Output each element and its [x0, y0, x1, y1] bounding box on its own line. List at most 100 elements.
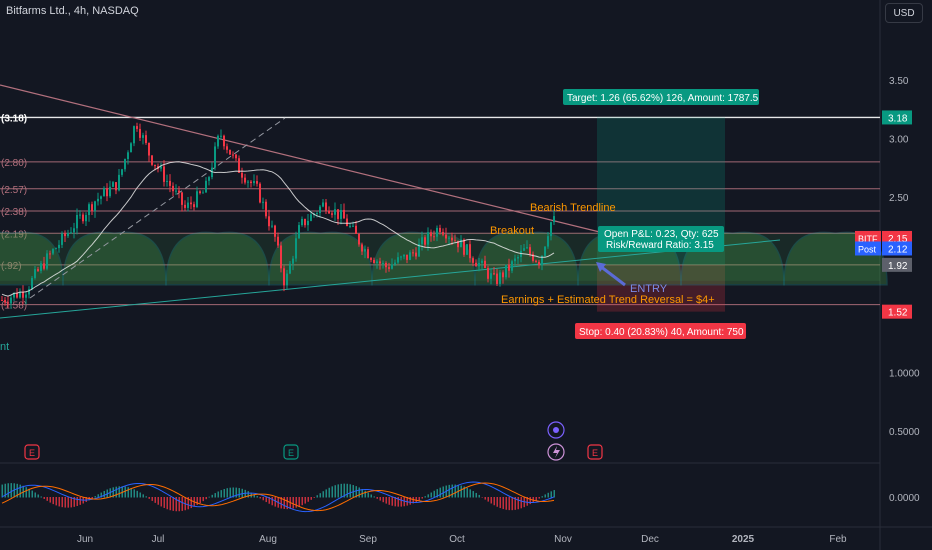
- macd-histogram-bar: [526, 497, 528, 506]
- candle-body: [244, 177, 246, 183]
- macd-histogram-bar: [7, 483, 9, 498]
- currency-button[interactable]: USD: [885, 3, 923, 23]
- candle-body: [334, 209, 336, 215]
- candle-body: [85, 215, 87, 222]
- macd-histogram-bar: [295, 497, 297, 508]
- macd-histogram-bar: [340, 483, 342, 498]
- macd-histogram-bar: [358, 487, 360, 498]
- macd-histogram-bar: [322, 491, 324, 498]
- candle-body: [424, 237, 426, 245]
- candle-body: [463, 239, 465, 255]
- candle-body: [307, 220, 309, 226]
- macd-histogram-bar: [544, 494, 546, 498]
- time-axis-tick: Jun: [77, 534, 93, 545]
- price-axis-tick: 1.0000: [889, 369, 920, 380]
- candle-body: [346, 218, 348, 226]
- candle-body: [340, 209, 342, 219]
- price-tag-value: 2.15: [888, 234, 908, 245]
- candle-body: [472, 258, 474, 263]
- candle-body: [373, 259, 375, 263]
- lightning-icon: [553, 446, 560, 458]
- candle-body: [187, 202, 189, 208]
- macd-histogram-bar: [505, 497, 507, 510]
- candle-body: [457, 240, 459, 248]
- macd-histogram-bar: [85, 497, 87, 502]
- arch-shape: [268, 231, 373, 286]
- macd-histogram-bar: [103, 490, 105, 498]
- candle-body: [466, 244, 468, 255]
- macd-histogram-bar: [514, 497, 516, 510]
- macd-histogram-bar: [472, 491, 474, 498]
- price-axis-tick: 0.5000: [889, 427, 920, 438]
- candle-body: [73, 228, 75, 233]
- macd-histogram-bar: [34, 492, 36, 498]
- earnings-marker-box: [587, 444, 603, 460]
- macd-histogram-bar: [328, 487, 330, 498]
- macd-histogram-bar: [265, 497, 267, 503]
- macd-histogram-bar: [385, 497, 387, 504]
- candle-body: [415, 252, 417, 257]
- price-tag-value: 3.18: [888, 113, 908, 124]
- candle-body: [58, 244, 60, 249]
- macd-histogram-bar: [502, 497, 504, 510]
- candle-body: [442, 231, 444, 235]
- arch-shape: [371, 231, 476, 286]
- macd-histogram-bar: [73, 497, 75, 507]
- macd-histogram-bar: [118, 486, 120, 498]
- price-tag-box: [882, 230, 912, 245]
- candle-body: [61, 233, 63, 245]
- macd-histogram-bar: [130, 488, 132, 498]
- candle-body: [124, 159, 126, 170]
- macd-histogram-bar: [382, 497, 384, 503]
- candle-body: [322, 202, 324, 207]
- candle-body: [502, 272, 504, 278]
- price-tag-box: [855, 241, 881, 256]
- candle-body: [388, 267, 390, 269]
- candle-body: [460, 239, 462, 248]
- macd-histogram-bar: [46, 497, 48, 501]
- rr-label: Risk/Reward Ratio: 3.15: [606, 240, 714, 251]
- macd-histogram-bar: [148, 497, 150, 499]
- candle-body: [19, 291, 21, 298]
- candle-body: [382, 263, 384, 265]
- candle-body: [448, 237, 450, 239]
- macd-histogram-bar: [133, 489, 135, 498]
- candle-body: [31, 277, 33, 290]
- candle-body: [64, 233, 66, 237]
- price-axis-tick: 2.50: [889, 193, 909, 204]
- macd-histogram-bar: [463, 486, 465, 498]
- candle-body: [523, 248, 525, 251]
- candle-body: [1, 299, 3, 301]
- macd-histogram-bar: [508, 497, 510, 511]
- level-label: (2.57): [1, 185, 27, 196]
- candle-body: [445, 234, 447, 239]
- macd-histogram-bar: [511, 497, 513, 511]
- macd-histogram-bar: [253, 494, 255, 498]
- macd-histogram-bar: [232, 487, 234, 498]
- macd-histogram-bar: [205, 497, 207, 500]
- candle-body: [406, 254, 408, 260]
- candle-body: [328, 210, 330, 214]
- macd-histogram-bar: [487, 497, 489, 502]
- candle-body: [319, 206, 321, 214]
- candle-body: [49, 253, 51, 255]
- macd-histogram-bar: [499, 497, 501, 509]
- candle-body: [526, 247, 528, 249]
- candle-body: [325, 202, 327, 211]
- earnings-marker-box: [24, 444, 40, 460]
- candle-body: [241, 172, 243, 178]
- macd-histogram-bar: [160, 497, 162, 507]
- macd-histogram-bar: [478, 494, 480, 498]
- candle-body: [211, 167, 213, 178]
- macd-histogram-bar: [52, 497, 54, 505]
- macd-histogram-bar: [127, 487, 129, 498]
- macd-histogram-bar: [283, 497, 285, 509]
- level-label: (3.18): [1, 113, 27, 124]
- candle-body: [226, 146, 228, 150]
- macd-histogram-bar: [139, 492, 141, 498]
- price-tag-value: 2.12: [888, 244, 908, 255]
- macd-histogram-bar: [394, 497, 396, 507]
- candle-body: [133, 126, 135, 144]
- macd-histogram-bar: [313, 497, 315, 498]
